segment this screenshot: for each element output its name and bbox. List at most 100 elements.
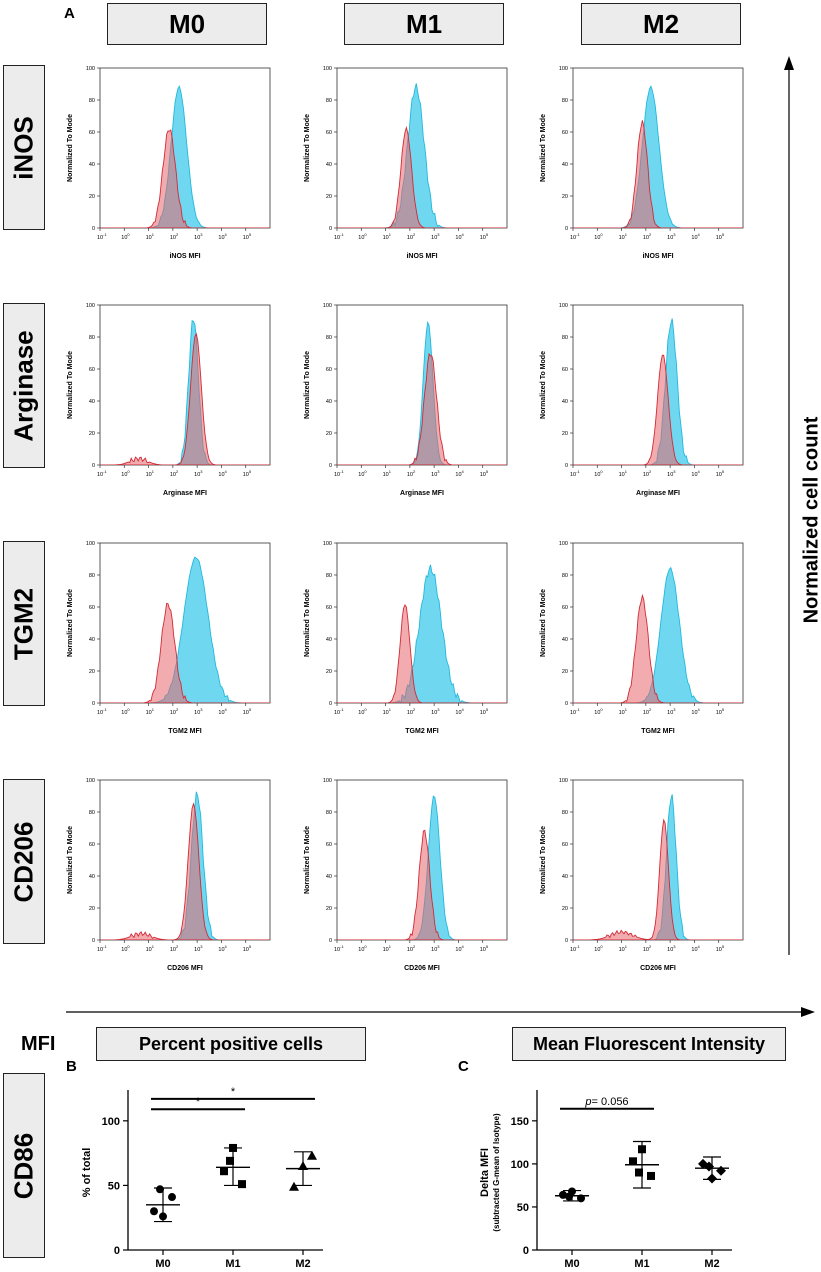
x-tick-label: 104: [218, 707, 227, 716]
y-tick-label: 20: [326, 194, 332, 200]
x-tick-label: M2: [295, 1258, 310, 1270]
x-tick-label: 102: [170, 944, 179, 953]
x-axis-label: iNOS MFI: [642, 253, 673, 260]
x-tick-label: 100: [358, 944, 367, 953]
y-tick-label: 60: [89, 842, 95, 848]
y-tick-label: 60: [326, 605, 332, 611]
histogram-arginase-m1: 0 20 40 60 80 100 10-1 100 101 102 103 104 105 Argina…: [304, 303, 508, 497]
y-tick-label: 50: [517, 1202, 529, 1214]
data-point: [168, 1193, 176, 1202]
y-tick-label: 80: [326, 810, 332, 816]
data-point: [229, 1143, 237, 1152]
x-tick-label: 103: [667, 469, 676, 478]
x-tick-label: 10-1: [570, 232, 580, 241]
data-point: [565, 1192, 573, 1201]
stain-curve: [573, 566, 743, 703]
stain-curve: [100, 85, 270, 228]
y-tick-label: 40: [89, 162, 95, 168]
x-tick-label: 105: [716, 232, 725, 241]
x-tick-label: 105: [480, 232, 489, 241]
x-tick-label: 10-1: [334, 944, 344, 953]
y-tick-label: 40: [326, 399, 332, 405]
x-tick-label: 104: [691, 707, 700, 716]
y-tick-label: 100: [323, 778, 332, 784]
x-tick-label: 10-1: [334, 707, 344, 716]
y-tick-label: 80: [89, 810, 95, 816]
y-axis-label: Normalized To Mode: [67, 826, 74, 894]
data-point: [629, 1157, 637, 1166]
y-tick-label: 80: [326, 573, 332, 579]
y-tick-label: 80: [89, 573, 95, 579]
row-header-inos: iNOS: [3, 65, 45, 230]
x-tick-label: 104: [218, 232, 227, 241]
x-tick-label: 105: [480, 707, 489, 716]
x-tick-label: 104: [691, 469, 700, 478]
y-tick-label: 80: [89, 335, 95, 341]
x-tick-label: M0: [155, 1258, 170, 1270]
x-tick-label: 100: [121, 469, 130, 478]
x-tick-label: 10-1: [334, 469, 344, 478]
y-tick-label: 20: [89, 906, 95, 912]
isotype-curve: [100, 332, 270, 465]
histogram-curves: [573, 794, 743, 940]
significance-label: *: [231, 1086, 236, 1098]
x-tick-label: 10-1: [97, 469, 107, 478]
isotype-curve: [573, 818, 743, 940]
histogram-inos-m1: 0 20 40 60 80 100 10-1 100 101 102 103 104 105 iNOS M…: [304, 66, 508, 260]
isotype-curve: [573, 593, 743, 703]
x-tick-label: 100: [121, 707, 130, 716]
mfi-chart: 0 50 100 150 M0 M1 M2 Delta MFI (subtracted G-me…: [479, 1090, 732, 1270]
stain-curve: [100, 556, 270, 703]
y-tick-label: 0: [114, 1245, 120, 1257]
histogram-curves: [337, 83, 507, 228]
stain-curve: [573, 85, 743, 228]
y-tick-label: 20: [326, 431, 332, 437]
y-axis-label: Normalized To Mode: [304, 351, 311, 419]
y-axis-label: Normalized To Mode: [304, 589, 311, 657]
x-tick-label: 101: [619, 469, 628, 478]
y-tick-label: 0: [329, 938, 332, 944]
y-tick-label: 60: [89, 605, 95, 611]
panel-label-c: C: [458, 1058, 469, 1075]
x-tick-label: 100: [594, 469, 603, 478]
x-axis-label: Arginase MFI: [400, 490, 444, 497]
y-tick-label: 0: [329, 701, 332, 707]
data-point: [289, 1181, 299, 1191]
x-tick-label: 105: [243, 707, 252, 716]
x-tick-label: 103: [194, 944, 203, 953]
y-tick-label: 100: [559, 66, 568, 72]
y-tick-label: 40: [326, 637, 332, 643]
x-tick-label: 101: [619, 707, 628, 716]
x-axis-label: CD206 MFI: [167, 965, 203, 972]
row-header-arginase: Arginase: [3, 303, 45, 468]
x-tick-label: M2: [704, 1258, 719, 1270]
x-tick-label: 100: [594, 944, 603, 953]
row-header-cd206: CD206: [3, 779, 45, 944]
x-tick-label: 103: [431, 232, 440, 241]
data-point: [238, 1180, 246, 1189]
y-tick-label: 40: [89, 637, 95, 643]
y-tick-label: 20: [562, 431, 568, 437]
x-tick-label: 104: [691, 232, 700, 241]
y-tick-label: 100: [559, 541, 568, 547]
x-tick-label: 100: [121, 232, 130, 241]
y-tick-label: 0: [92, 463, 95, 469]
data-point: [150, 1207, 158, 1216]
x-tick-label: 10-1: [97, 707, 107, 716]
stain-curve: [100, 320, 270, 465]
x-tick-label: 104: [455, 707, 464, 716]
isotype-curve: [100, 602, 270, 703]
x-tick-label: 103: [431, 707, 440, 716]
x-tick-label: 100: [358, 232, 367, 241]
histogram-inos-m0: 0 20 40 60 80 100 10-1 100 101 102 103 104 105 iNOS M…: [67, 66, 271, 260]
histogram-curves: [573, 566, 743, 703]
x-tick-label: 102: [643, 707, 652, 716]
x-axis-label: iNOS MFI: [406, 253, 437, 260]
x-tick-label: 103: [667, 707, 676, 716]
x-tick-label: 105: [480, 944, 489, 953]
y-tick-label: 80: [89, 98, 95, 104]
isotype-curve: [337, 603, 507, 703]
data-point: [707, 1173, 717, 1184]
data-point: [704, 1161, 714, 1172]
y-tick-label: 100: [511, 1159, 529, 1171]
